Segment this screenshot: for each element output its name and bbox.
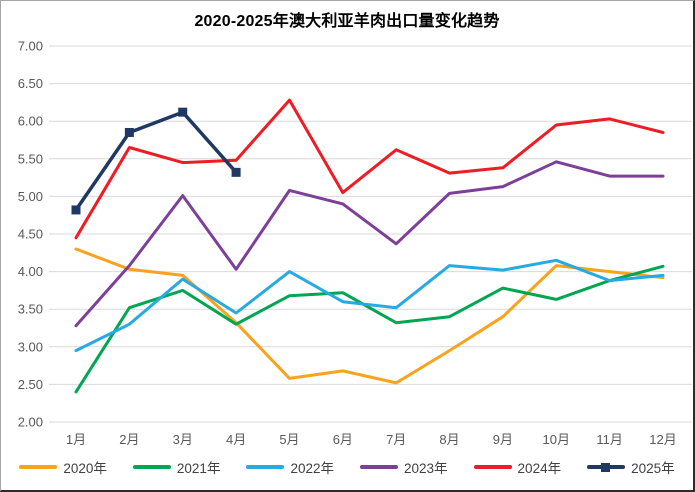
series-line-2022年 [74, 258, 665, 353]
y-axis-tick-label: 2.00 [18, 415, 43, 430]
data-point-marker-2025年 [178, 107, 188, 117]
x-axis-tick-label: 11月 [596, 432, 623, 447]
x-axis-tick-label: 7月 [386, 432, 406, 447]
y-axis-tick-label: 6.00 [18, 114, 43, 129]
series-line-2024年 [74, 98, 665, 240]
x-axis-tick-label: 8月 [439, 432, 459, 447]
y-axis-tick-label: 5.00 [18, 189, 43, 204]
x-axis-tick-label: 3月 [173, 432, 193, 447]
x-axis-tick-label: 1月 [66, 432, 86, 447]
legend-label: 2020年 [63, 461, 107, 476]
x-axis-tick-label: 6月 [333, 432, 353, 447]
series-line-2020年 [74, 247, 665, 385]
x-axis-tick-label: 2月 [119, 432, 139, 447]
series-line-2021年 [74, 264, 665, 394]
x-axis-tick-label: 10月 [543, 432, 570, 447]
y-axis-tick-label: 6.50 [18, 76, 43, 91]
x-axis-tick-label: 5月 [279, 432, 299, 447]
legend-label: 2025年 [631, 461, 675, 476]
legend-line-swatch [132, 465, 171, 469]
legend-label: 2023年 [404, 461, 448, 476]
legend-item-2021年: 2021年 [132, 457, 221, 477]
y-axis-tick-label: 3.50 [18, 302, 43, 317]
y-axis-tick-label: 4.50 [18, 227, 43, 242]
legend-label: 2022年 [290, 461, 334, 476]
chart-legend: 2020年 2021年 2022年 2023年 2024年 2025年 [1, 457, 693, 477]
series-line-2023年 [74, 160, 665, 328]
legend-line-swatch [587, 462, 626, 472]
legend-line-swatch [19, 465, 58, 469]
series-line-2025年 [74, 110, 238, 212]
x-axis-tick-label: 12月 [649, 432, 676, 447]
legend-label: 2021年 [176, 461, 221, 476]
y-axis-tick-label: 3.00 [18, 339, 43, 354]
x-axis-tick-label: 4月 [226, 432, 246, 447]
data-point-marker-2025年 [231, 167, 241, 177]
x-axis-tick-label: 9月 [493, 432, 513, 447]
legend-line-swatch [473, 465, 512, 469]
legend-line-swatch [360, 465, 398, 469]
legend-item-2023年: 2023年 [360, 457, 448, 477]
legend-item-2020年: 2020年 [19, 457, 107, 477]
y-axis-tick-label: 7.00 [18, 39, 43, 54]
legend-item-2025年: 2025年 [587, 457, 675, 477]
chart-title: 2020-2025年澳大利亚羊肉出口量变化趋势 [194, 13, 500, 30]
y-axis-tick-label: 4.00 [18, 264, 43, 279]
y-axis-tick-label: 5.50 [18, 151, 43, 166]
legend-square-marker [601, 462, 611, 472]
y-axis-tick-label: 2.50 [18, 377, 43, 392]
data-point-marker-2025年 [71, 205, 81, 215]
legend-line-swatch [246, 465, 285, 469]
data-point-marker-2025年 [124, 127, 134, 137]
legend-item-2024年: 2024年 [473, 457, 562, 477]
legend-item-2022年: 2022年 [246, 457, 334, 477]
legend-label: 2024年 [517, 461, 562, 476]
